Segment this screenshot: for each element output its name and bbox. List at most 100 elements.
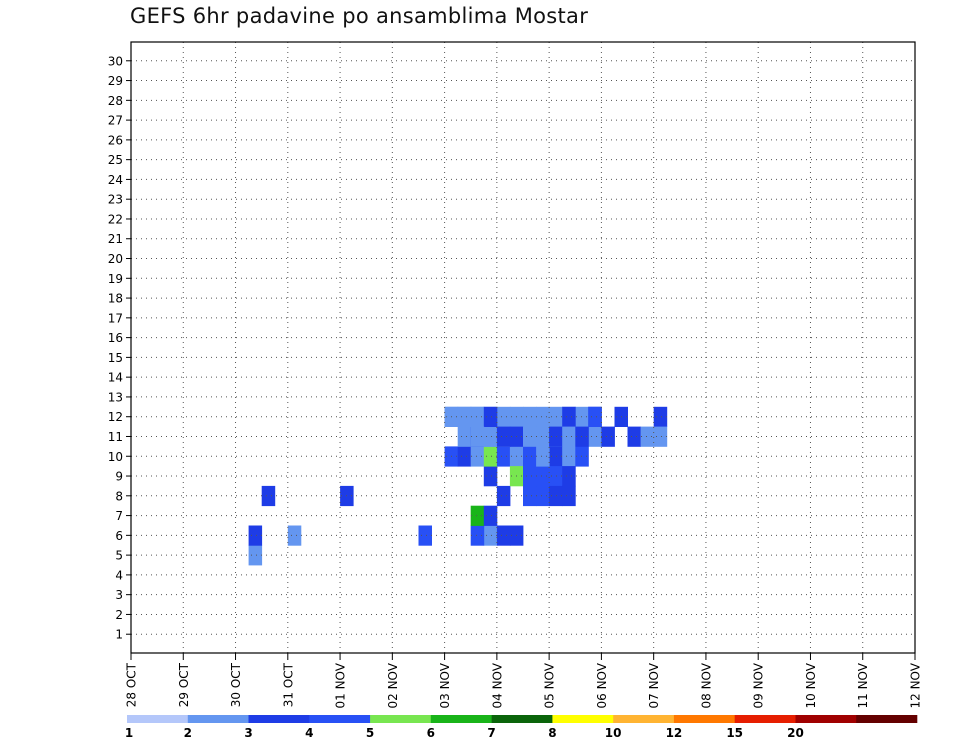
precip-cell <box>549 485 563 507</box>
precip-cell <box>496 426 511 447</box>
precip-cell <box>261 485 276 507</box>
precip-cell <box>483 446 498 467</box>
precip-cell <box>457 426 472 447</box>
precip-cell <box>549 446 563 467</box>
x-tick-label: 05 NOV <box>543 662 557 708</box>
y-tick-label: 24 <box>108 173 123 187</box>
precip-cell <box>496 406 511 427</box>
precip-cell <box>536 406 550 427</box>
precip-cell <box>601 426 615 447</box>
precip-cell <box>562 446 576 467</box>
y-tick-label: 19 <box>108 272 123 286</box>
colorbar-label: 3 <box>244 726 252 740</box>
precip-cell <box>457 406 472 427</box>
precip-cell <box>470 446 485 467</box>
colorbar-swatch <box>248 715 310 723</box>
precip-cell <box>575 426 589 447</box>
y-tick-label: 29 <box>108 74 123 88</box>
x-tick-label: 08 NOV <box>699 662 713 708</box>
x-tick-label: 01 NOV <box>334 662 348 708</box>
x-tick-label: 09 NOV <box>752 662 766 708</box>
y-tick-label: 16 <box>108 331 123 345</box>
x-tick-label: 06 NOV <box>595 662 609 708</box>
precip-cell <box>653 426 668 447</box>
colorbar-label: 2 <box>184 726 192 740</box>
x-tick-label: 10 NOV <box>804 662 818 708</box>
precip-cell <box>536 466 550 487</box>
y-tick-label: 8 <box>115 489 123 503</box>
y-tick-label: 3 <box>115 588 123 602</box>
precip-cell <box>575 446 589 467</box>
y-tick-label: 6 <box>115 529 123 543</box>
precip-cell <box>496 485 511 507</box>
precip-cell <box>588 406 602 427</box>
colorbar-label: 10 <box>605 726 622 740</box>
precip-cell <box>627 426 641 447</box>
precip-cell <box>248 545 263 566</box>
colorbar-swatch <box>370 715 432 723</box>
y-tick-label: 4 <box>115 568 123 582</box>
precip-cell <box>470 406 485 427</box>
x-tick-label: 28 OCT <box>125 662 139 707</box>
precip-cell <box>496 525 511 546</box>
precip-cell <box>562 426 576 447</box>
y-tick-label: 26 <box>108 133 123 147</box>
x-tick-label: 29 OCT <box>177 662 191 707</box>
colorbar-swatch <box>856 715 918 723</box>
precip-cell <box>562 406 576 427</box>
y-tick-label: 15 <box>108 351 123 365</box>
precip-cell <box>496 446 511 467</box>
colorbar-swatch <box>552 715 614 723</box>
x-axis: 28 OCT 29 OCT 30 OCT 31 OCT 01 NOV 02 NOV 03 N… <box>125 653 923 709</box>
y-tick-label: 17 <box>108 311 123 325</box>
colorbar-swatch <box>127 715 189 723</box>
y-axis: 1234567891011121314151617181920212223242… <box>108 54 131 642</box>
y-tick-label: 18 <box>108 292 123 306</box>
colorbar-label: 5 <box>366 726 374 740</box>
precip-cell <box>523 406 537 427</box>
precip-cell <box>470 505 485 526</box>
precip-cell <box>536 485 550 507</box>
precip-cell <box>653 406 668 427</box>
cells-layer <box>248 406 668 566</box>
colorbar-swatch <box>734 715 796 723</box>
x-tick-label: 30 OCT <box>229 662 243 707</box>
precip-cell <box>549 406 563 427</box>
colorbar-swatch <box>491 715 553 723</box>
y-tick-label: 21 <box>108 232 123 246</box>
x-tick-label: 12 NOV <box>909 662 923 708</box>
colorbar-label: 1 <box>125 726 133 740</box>
colorbar-label: 8 <box>548 726 556 740</box>
colorbar-label: 12 <box>666 726 683 740</box>
grid-layer <box>131 42 915 653</box>
y-tick-label: 25 <box>108 153 123 167</box>
precip-cell <box>418 525 432 546</box>
precip-cell <box>248 525 263 546</box>
precip-cell <box>523 485 537 507</box>
colorbar-label: 15 <box>726 726 743 740</box>
colorbar-label: 4 <box>305 726 313 740</box>
y-tick-label: 11 <box>108 430 123 444</box>
colorbar-label: 6 <box>427 726 435 740</box>
y-tick-label: 14 <box>108 371 123 385</box>
precip-cell <box>470 525 485 546</box>
plot-frame <box>130 41 916 654</box>
precip-cell <box>575 406 589 427</box>
precip-cell <box>549 466 563 487</box>
y-tick-label: 7 <box>115 509 123 523</box>
precip-cell <box>562 485 576 507</box>
y-tick-label: 27 <box>108 114 123 128</box>
y-tick-label: 23 <box>108 193 123 207</box>
x-tick-label: 31 OCT <box>281 662 295 707</box>
precip-cell <box>549 426 563 447</box>
colorbar-label: 20 <box>787 726 804 740</box>
y-tick-label: 9 <box>115 470 123 484</box>
precip-cell <box>287 525 302 546</box>
x-tick-label: 03 NOV <box>438 662 452 708</box>
x-tick-label: 02 NOV <box>386 662 400 708</box>
precip-cell <box>562 466 576 487</box>
x-tick-label: 07 NOV <box>647 662 661 708</box>
colorbar-swatch <box>795 715 857 723</box>
precip-cell <box>588 426 602 447</box>
colorbar-swatch <box>673 715 735 723</box>
